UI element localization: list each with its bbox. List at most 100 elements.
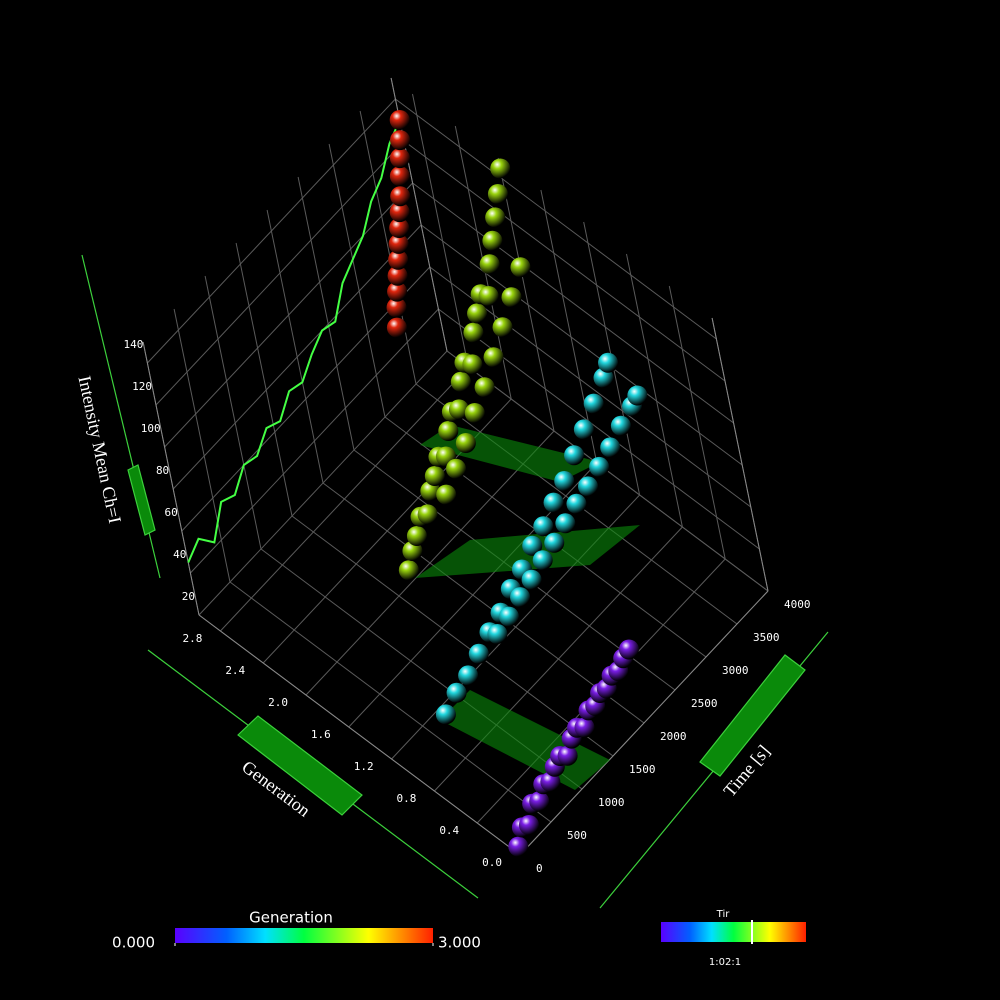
y-tick-label: 1000: [598, 796, 625, 809]
marks: [187, 110, 648, 857]
sphere: [543, 492, 564, 513]
sphere: [510, 257, 531, 278]
sphere: [508, 836, 529, 857]
grid-line: [395, 98, 717, 340]
grid-line: [322, 482, 645, 724]
y-tick-label: 4000: [784, 598, 811, 611]
sphere: [610, 415, 631, 436]
grid-line: [173, 308, 231, 583]
frame-edge: [519, 590, 769, 856]
sphere: [554, 471, 575, 491]
sphere: [390, 186, 411, 207]
sphere: [389, 110, 410, 130]
sphere: [522, 535, 543, 556]
grid-line: [359, 110, 417, 385]
sphere: [573, 419, 594, 440]
grid-line: [412, 93, 469, 368]
sphere: [474, 377, 495, 398]
mean-line: [187, 119, 401, 563]
grid-line: [229, 581, 552, 823]
time-slider[interactable]: [661, 922, 806, 942]
grid-line: [204, 275, 262, 550]
grid-line: [403, 140, 726, 382]
sphere: [566, 493, 587, 514]
grid-line: [190, 308, 439, 574]
colorbar-title: Generation: [249, 909, 333, 927]
grid-line: [412, 182, 734, 424]
grid-line: [266, 209, 324, 484]
sphere: [446, 458, 467, 479]
z-axis-title: Intensity Mean Ch=I: [74, 374, 125, 525]
sphere: [478, 286, 499, 306]
sphere: [446, 682, 467, 703]
colorbar-tick-label: 0.000: [112, 934, 155, 952]
sphere: [574, 717, 595, 738]
sphere: [485, 207, 506, 228]
sphere: [458, 665, 479, 686]
x-tick-label: 0.8: [397, 792, 417, 805]
sphere: [389, 202, 410, 223]
grid-line: [235, 242, 293, 517]
z-tick-label: 20: [182, 590, 195, 603]
grid-line: [438, 308, 760, 550]
sphere: [589, 456, 610, 477]
sphere: [450, 371, 471, 392]
sphere: [406, 526, 427, 546]
sphere: [424, 466, 445, 486]
sphere: [436, 484, 457, 505]
sphere: [593, 367, 614, 388]
sphere: [598, 352, 618, 373]
sphere: [448, 399, 469, 420]
sphere: [389, 148, 410, 169]
y-tick-label: 2500: [691, 697, 718, 710]
sphere: [388, 249, 409, 270]
sphere: [498, 606, 519, 627]
axis-handle: [699, 654, 806, 777]
sphere: [464, 403, 485, 423]
z-tick-label: 80: [156, 464, 169, 477]
sphere: [578, 476, 598, 497]
sphere: [492, 317, 513, 338]
axis-decor: [81, 254, 829, 909]
axis-handle: [127, 464, 156, 536]
sphere: [487, 624, 508, 644]
y-tick-label: 3500: [753, 631, 780, 644]
sphere: [389, 218, 410, 238]
sphere: [417, 504, 438, 525]
sphere: [463, 322, 484, 343]
sphere: [583, 393, 604, 414]
sphere: [532, 550, 553, 571]
sphere: [555, 513, 576, 534]
z-tick-label: 120: [132, 380, 152, 393]
sphere: [388, 233, 409, 254]
sphere: [479, 254, 500, 275]
frame-edge: [711, 317, 769, 592]
grid-line: [198, 350, 448, 616]
y-tick-label: 3000: [722, 664, 749, 677]
y-tick-label: 1500: [629, 763, 656, 776]
sphere: [600, 437, 621, 458]
x-tick-label: 0.4: [439, 824, 459, 837]
sphere: [501, 287, 522, 308]
grid-line: [626, 253, 683, 528]
sphere: [435, 704, 456, 725]
sphere: [455, 433, 476, 453]
grid-line: [297, 176, 355, 451]
colorbar-ticks: 0.000 3.000: [112, 934, 481, 952]
sphere: [564, 445, 585, 466]
z-tick-label: 140: [124, 338, 144, 351]
grid-line: [172, 224, 422, 490]
grid-line: [155, 140, 405, 406]
frame-edge: [198, 614, 521, 856]
z-tick-label: 40: [173, 548, 186, 561]
grid-line: [147, 98, 396, 364]
grid-line: [497, 157, 555, 432]
sphere: [387, 265, 408, 286]
grid-line: [328, 143, 386, 418]
grid-line: [291, 515, 614, 757]
grid-line: [420, 224, 743, 466]
x-tick-label: 1.2: [354, 760, 374, 773]
sphere: [398, 560, 419, 581]
